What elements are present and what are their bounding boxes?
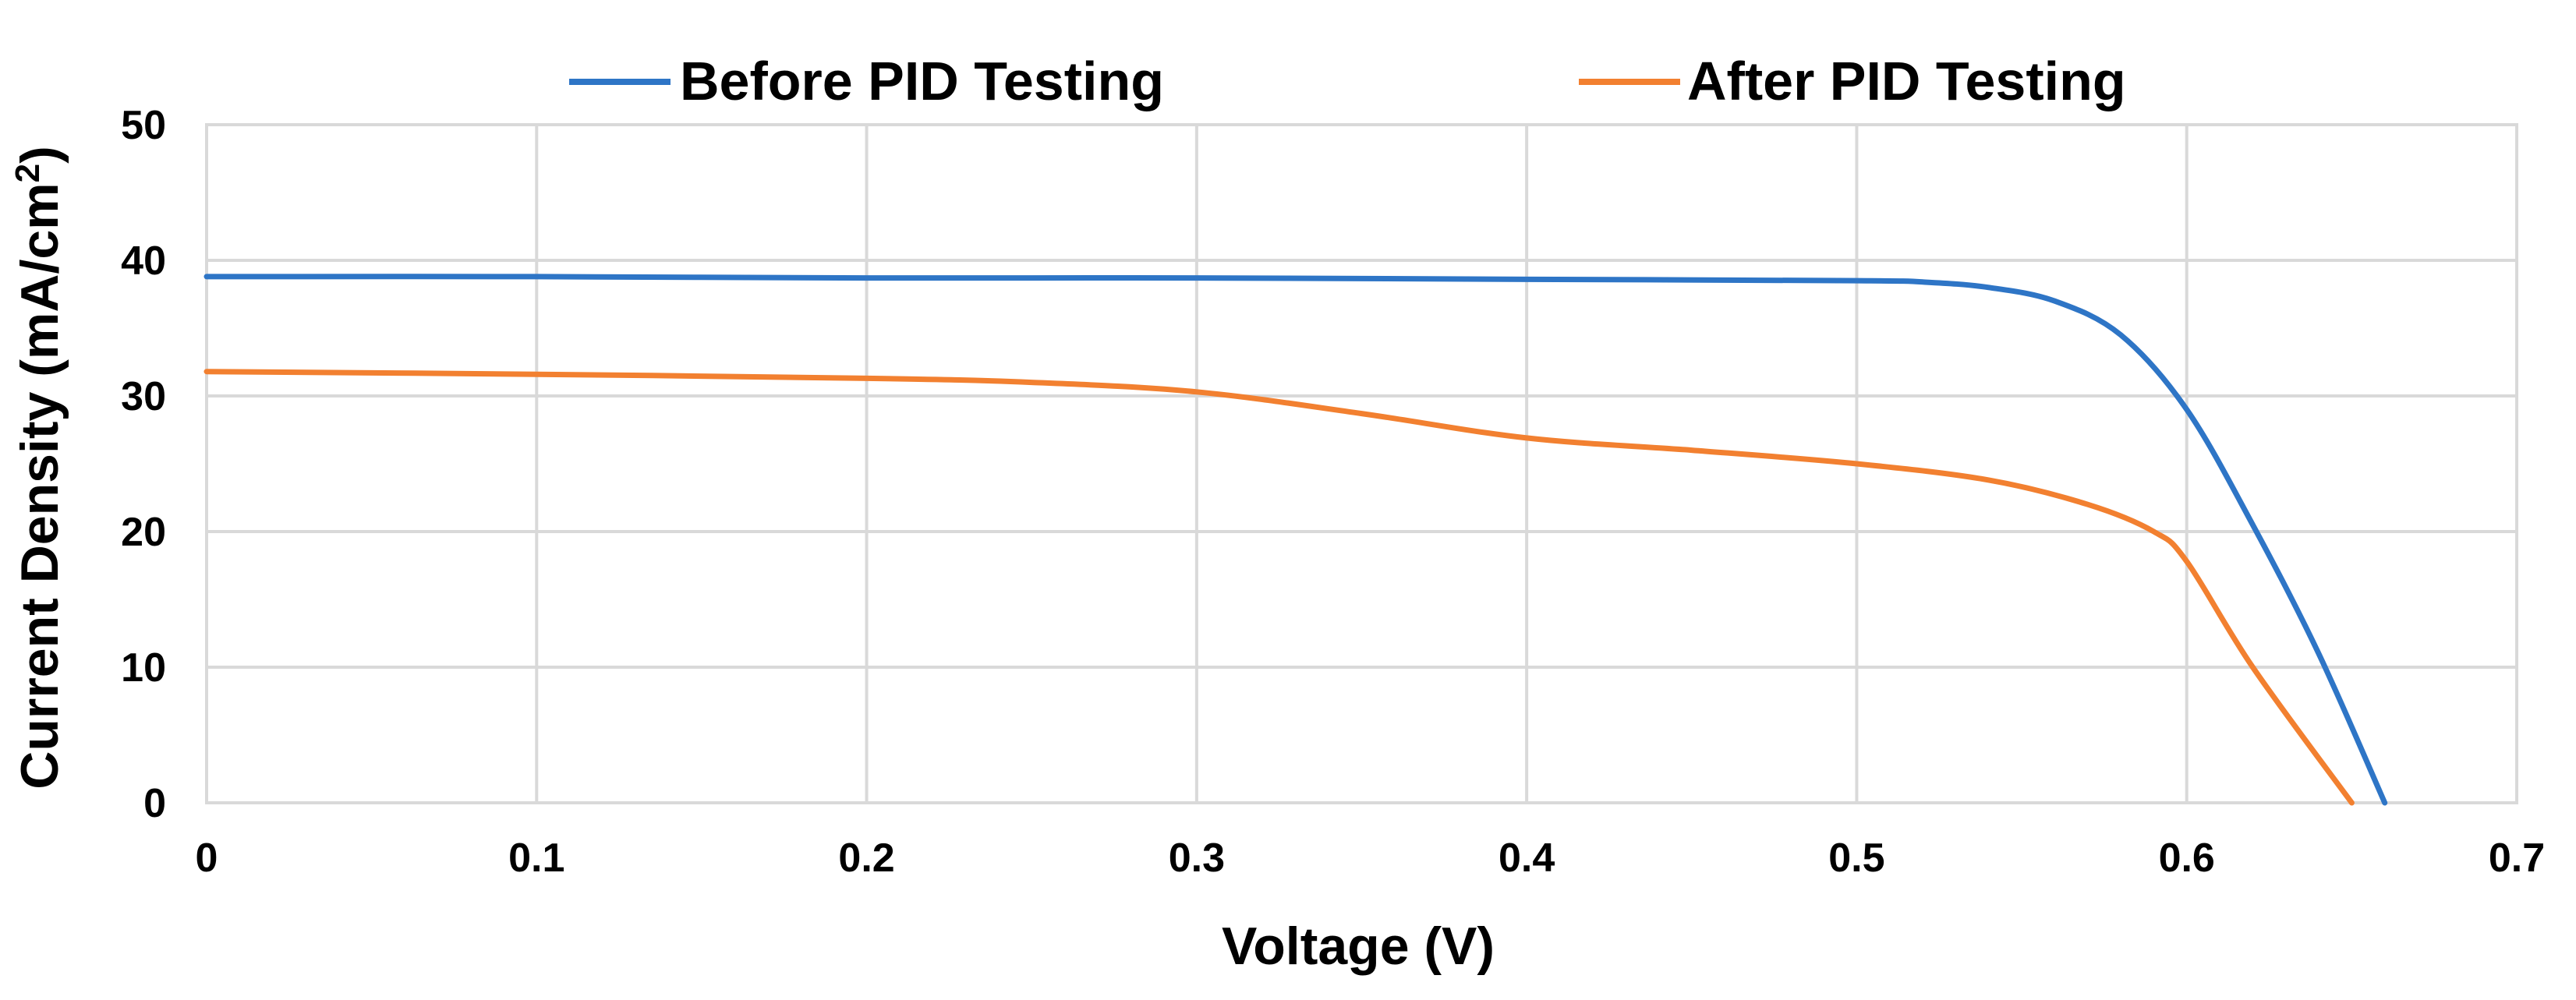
x-tick-label: 0.1 [508, 836, 564, 881]
y-axis-title-superscript: 2 [9, 164, 47, 182]
y-tick-label: 40 [121, 239, 166, 284]
x-tick-label: 0.7 [2489, 836, 2545, 881]
x-tick-label: 0.2 [838, 836, 894, 881]
y-axis-title-end: ) [10, 146, 69, 164]
y-tick-label: 20 [121, 510, 166, 555]
x-axis-title: Voltage (V) [1222, 917, 1495, 976]
gridlines [205, 123, 2518, 804]
plot-frame [205, 123, 2518, 804]
legend: Before PID Testing After PID Testing [569, 51, 2126, 111]
plot-area-border [205, 123, 2518, 804]
x-tick-labels: 0 0.1 0.2 0.3 0.4 0.5 0.6 0.7 [196, 836, 2546, 881]
x-tick-label: 0.4 [1499, 836, 1555, 881]
y-tick-label: 30 [121, 374, 166, 419]
x-tick-label: 0.3 [1169, 836, 1225, 881]
x-tick-label: 0 [196, 836, 218, 881]
legend-label-after: After PID Testing [1687, 51, 2126, 111]
y-tick-labels: 0 10 20 30 40 50 [121, 103, 166, 826]
series-line-before [203, 274, 2388, 806]
legend-item-before: Before PID Testing [569, 51, 1164, 111]
data-series [203, 274, 2388, 806]
legend-label-before: Before PID Testing [680, 51, 1164, 111]
x-tick-label: 0.6 [2159, 836, 2215, 881]
y-tick-label: 50 [121, 103, 166, 148]
y-tick-label: 10 [121, 645, 166, 691]
y-tick-label: 0 [143, 781, 166, 826]
x-tick-label: 0.5 [1828, 836, 1884, 881]
y-axis-title: Current Density (mA/cm2) [9, 146, 69, 790]
y-axis-title-main: Current Density (mA/cm [10, 182, 69, 789]
legend-item-after: After PID Testing [1579, 51, 2126, 111]
series-line-after [203, 369, 2355, 806]
